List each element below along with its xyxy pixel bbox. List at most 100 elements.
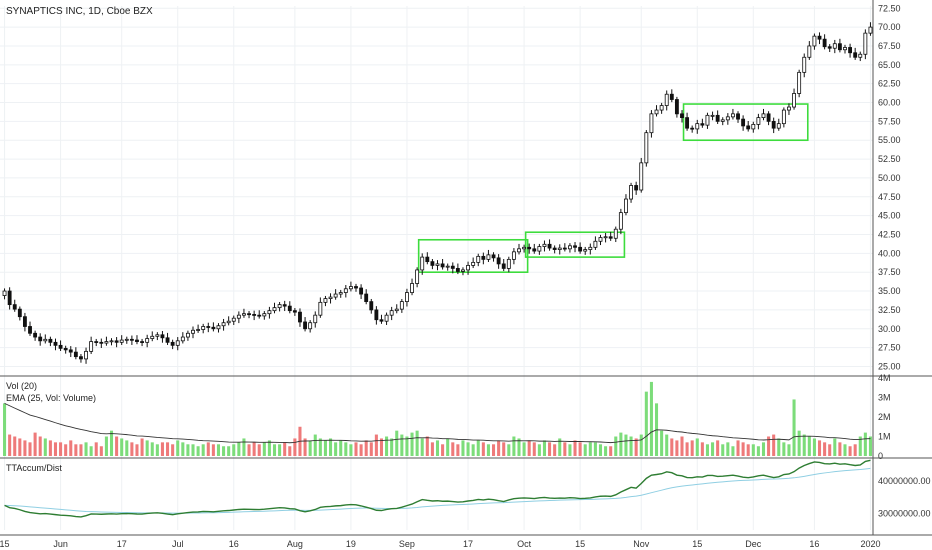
- candle-body: [450, 265, 455, 269]
- candle-body: [649, 113, 654, 134]
- volume-bar: [695, 438, 699, 456]
- date-axis-ticks: 15 Jun 17 Jul 16 Aug 19 Sep 17 Oct 15 Nov 15 Dec 16 202…: [0, 539, 880, 549]
- date-tick-label: 17: [117, 539, 127, 549]
- volume-bar: [237, 442, 241, 456]
- volume-bar: [364, 440, 368, 456]
- candlestick-series: [2, 22, 873, 364]
- candle-body: [43, 338, 48, 342]
- volume-bar: [99, 446, 103, 456]
- volume-bar: [604, 446, 608, 456]
- date-tick-label: Oct: [517, 539, 532, 549]
- volume-bar: [690, 440, 694, 456]
- candle-body: [109, 340, 114, 343]
- volume-bar: [420, 438, 424, 456]
- consolidation-boxes: [417, 103, 809, 273]
- volume-bar: [848, 446, 852, 456]
- volume-bar: [28, 442, 32, 456]
- chart-title: SYNAPTICS INC, 1D, Cboe BZX: [6, 6, 153, 17]
- volume-bar: [512, 436, 516, 456]
- date-tick-label: Sep: [399, 539, 415, 549]
- date-tick-label: 15: [692, 539, 702, 549]
- volume-bar: [665, 434, 669, 456]
- candle-body: [781, 109, 786, 125]
- candle-body: [741, 118, 746, 127]
- volume-bar: [415, 430, 419, 456]
- candle-body: [639, 162, 644, 191]
- candle-body: [252, 314, 257, 316]
- volume-bar: [838, 442, 842, 456]
- consolidation-box: [524, 231, 626, 258]
- volume-bars: [3, 381, 872, 456]
- candle-body: [552, 247, 557, 250]
- candle-body: [624, 198, 628, 214]
- volume-bar: [593, 442, 597, 456]
- date-tick-label: Jun: [53, 539, 68, 549]
- candle-body: [680, 113, 684, 119]
- candle-body: [303, 321, 307, 330]
- volume-bar: [38, 436, 42, 456]
- axes: [0, 0, 932, 536]
- candle-body: [822, 38, 827, 48]
- volume-bar: [746, 444, 750, 456]
- candle-body: [28, 326, 32, 334]
- candle-body: [338, 292, 343, 295]
- volume-bar: [140, 438, 144, 456]
- volume-bar: [639, 434, 643, 456]
- candle-body: [629, 185, 633, 200]
- volume-bar: [711, 442, 715, 456]
- volume-bar: [232, 444, 236, 456]
- accum-panel-label: TTAccum/Dist: [6, 463, 62, 473]
- volume-bar: [59, 442, 63, 456]
- candle-body: [379, 319, 384, 322]
- date-tick-label: Nov: [633, 539, 650, 549]
- candle-body: [262, 313, 267, 317]
- price-tick-label: 70.00: [878, 22, 901, 32]
- price-tick-label: 25.00: [878, 361, 901, 371]
- candle-body: [12, 304, 17, 310]
- candle-body: [292, 310, 297, 313]
- candle-body: [827, 46, 832, 49]
- price-tick-label: 72.50: [878, 3, 901, 13]
- volume-bar: [166, 442, 170, 456]
- volume-bar: [374, 434, 378, 456]
- candle-body: [399, 301, 404, 310]
- candle-body: [562, 247, 567, 250]
- volume-bar: [171, 444, 175, 456]
- price-axis-ticks: 25.00 27.50 30.00 32.50 35.00 37.50 40.00 42.50…: [878, 3, 901, 371]
- volume-bar: [130, 442, 134, 456]
- candle-body: [68, 349, 73, 353]
- volume-tick-label: 4M: [878, 373, 891, 383]
- candle-body: [415, 269, 420, 284]
- candle-body: [374, 309, 379, 321]
- volume-bar: [441, 444, 445, 456]
- volume-bar: [716, 440, 720, 456]
- volume-bar: [206, 442, 210, 456]
- volume-bar: [563, 442, 567, 456]
- candle-body: [751, 123, 756, 130]
- candle-body: [868, 26, 873, 34]
- candle-body: [761, 113, 766, 119]
- volume-bar: [425, 436, 429, 456]
- price-tick-label: 47.50: [878, 192, 901, 202]
- volume-bar: [18, 438, 22, 456]
- volume-bar: [8, 434, 12, 456]
- volume-bar: [191, 444, 195, 456]
- volume-bar: [823, 442, 827, 456]
- candle-body: [848, 47, 853, 54]
- candle-body: [135, 339, 139, 342]
- volume-ema-label: EMA (25, Vol: Volume): [6, 393, 96, 403]
- volume-bar: [481, 442, 485, 456]
- volume-bar: [471, 444, 475, 456]
- volume-bar: [33, 432, 37, 456]
- candle-body: [578, 246, 583, 252]
- candle-body: [853, 52, 858, 58]
- candle-body: [557, 247, 562, 250]
- volume-bar: [502, 442, 506, 456]
- volume-bar: [853, 444, 857, 456]
- volume-bar: [634, 438, 638, 456]
- volume-ema-path: [4, 402, 871, 444]
- candle-body: [160, 334, 165, 339]
- price-tick-label: 37.50: [878, 267, 901, 277]
- candle-body: [369, 301, 374, 311]
